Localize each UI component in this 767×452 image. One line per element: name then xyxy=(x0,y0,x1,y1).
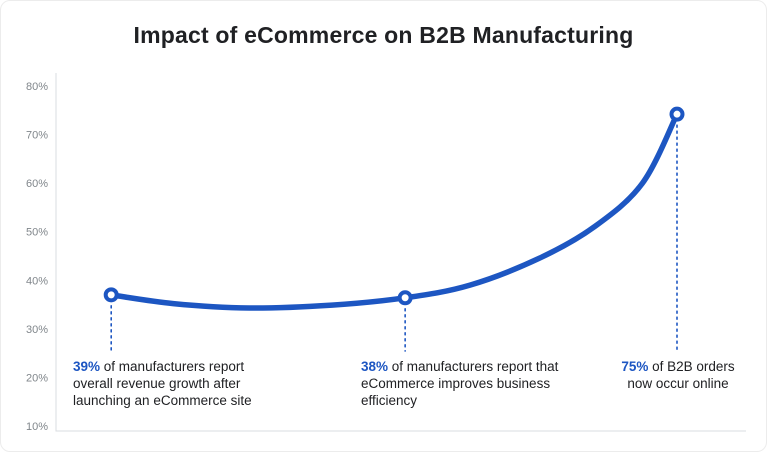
curve-path xyxy=(108,111,680,311)
y-tick-label: 70% xyxy=(26,130,48,142)
annotation-business-efficiency: 38% of manufacturers report that eCommer… xyxy=(361,358,561,409)
y-tick-label: 10% xyxy=(26,421,48,433)
annotation-text: of B2B orders now occur online xyxy=(627,359,735,391)
data-point-marker xyxy=(397,290,413,306)
y-tick-label: 20% xyxy=(26,372,48,384)
y-tick-label: 80% xyxy=(26,81,48,93)
y-tick-label: 60% xyxy=(26,178,48,190)
annotation-value: 38% xyxy=(361,359,389,374)
y-tick-label: 40% xyxy=(26,275,48,287)
annotation-text: of manufacturers report overall revenue … xyxy=(73,359,252,408)
annotation-revenue-growth: 39% of manufacturers report overall reve… xyxy=(73,358,273,409)
annotation-value: 75% xyxy=(621,359,649,374)
data-point-marker xyxy=(669,106,685,122)
chart-title: Impact of eCommerce on B2B Manufacturing xyxy=(133,22,634,48)
annotation-orders-online: 75% of B2B orders now occur online xyxy=(612,358,744,392)
data-point-marker xyxy=(103,287,119,303)
axis-lines xyxy=(55,73,746,432)
annotation-text: of manufacturers report that eCommerce i… xyxy=(361,359,559,408)
y-tick-label: 30% xyxy=(26,324,48,336)
y-tick-label: 50% xyxy=(26,227,48,239)
annotation-value: 39% xyxy=(73,359,101,374)
